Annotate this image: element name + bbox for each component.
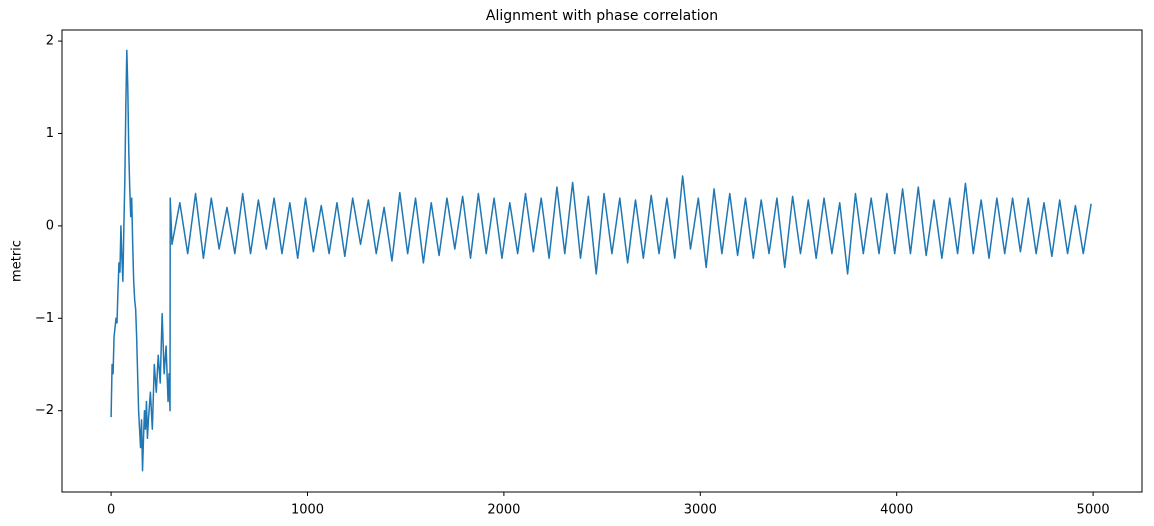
y-tick-label: 1	[46, 126, 54, 141]
x-tick-label: 1000	[291, 503, 324, 518]
plot-frame	[61, 29, 1143, 493]
x-tick-label: 0	[107, 503, 115, 518]
y-axis-label: metric	[10, 240, 25, 282]
y-tick-label: 0	[46, 218, 54, 233]
y-tick-label: 2	[46, 34, 54, 49]
x-tick-label: 2000	[487, 503, 520, 518]
x-tick-label: 4000	[880, 503, 913, 518]
x-tick-label: 3000	[684, 503, 717, 518]
y-tick-label: −2	[35, 403, 54, 418]
y-tick-label: −1	[35, 311, 54, 326]
chart-title: Alignment with phase correlation	[486, 8, 718, 24]
data-line	[110, 49, 1092, 472]
x-tick-label: 5000	[1077, 503, 1110, 518]
